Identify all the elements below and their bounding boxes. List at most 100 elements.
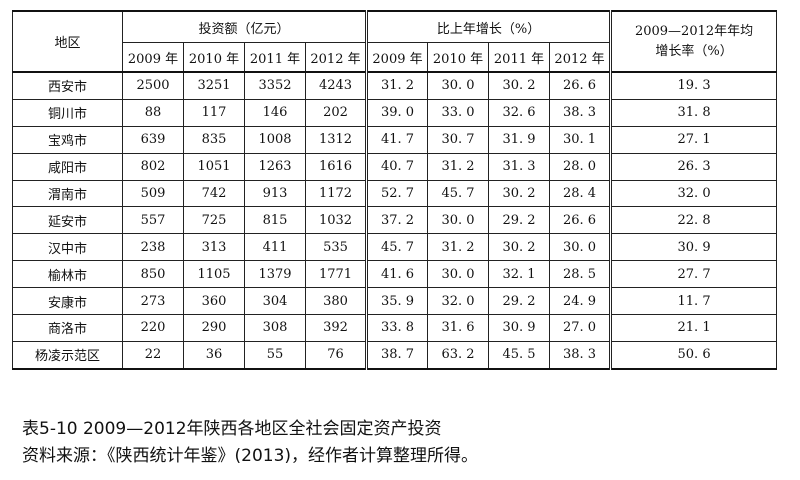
cell-growth: 33. 0 (427, 98, 490, 127)
cell-growth: 31. 2 (427, 152, 490, 181)
cell-investment: 220 (122, 314, 184, 342)
table-header: 地区 投资额（亿元） 比上年增长（%） 2009—2012年年均 增长率（%） … (12, 10, 778, 73)
table-row: 杨凌示范区 22 36 55 76 38. 7 63. 2 45. 5 38. 3 50. 6 (12, 340, 778, 370)
cell-growth: 30. 2 (488, 233, 551, 262)
cell-investment: 850 (122, 260, 184, 289)
cell-avg-growth: 19. 3 (609, 71, 778, 100)
header-growth-year: 2012 年 (549, 42, 612, 73)
cell-growth: 27. 0 (549, 314, 612, 342)
table-row: 延安市 557 725 815 1032 37. 2 30. 0 29. 2 26. 6 22. … (12, 206, 778, 235)
cell-region: 渭南市 (12, 179, 123, 208)
cell-avg-growth: 22. 8 (609, 206, 778, 235)
cell-investment: 725 (183, 206, 245, 235)
cell-growth: 28. 0 (549, 152, 612, 181)
cell-investment: 1771 (304, 260, 368, 289)
cell-growth: 26. 6 (549, 206, 612, 235)
table-row: 宝鸡市 639 835 1008 1312 41. 7 30. 7 31. 9 30. 1 27.… (12, 125, 778, 154)
header-avg-growth: 2009—2012年年均 增长率（%） (609, 10, 778, 73)
cell-investment: 380 (304, 287, 368, 316)
table-row: 咸阳市 802 1051 1263 1616 40. 7 31. 2 31. 3 28. 0 26… (12, 152, 778, 181)
cell-investment: 313 (183, 233, 245, 262)
header-investment-year: 2010 年 (183, 42, 245, 73)
cell-investment: 509 (122, 179, 184, 208)
cell-growth: 32. 0 (427, 287, 490, 316)
header-growth-year: 2009 年 (365, 42, 429, 73)
cell-growth: 31. 3 (488, 152, 551, 181)
cell-avg-growth: 27. 7 (609, 260, 778, 289)
table-row: 榆林市 850 1105 1379 1771 41. 6 30. 0 32. 1 28. 5 27… (12, 260, 778, 289)
cell-growth: 63. 2 (427, 340, 490, 370)
header-investment: 投资额（亿元） (121, 10, 368, 43)
cell-investment: 308 (244, 314, 306, 342)
cell-investment: 2500 (122, 71, 184, 100)
year-header-row: 2009 年 2010 年 2011 年 2012 年 2009 年 2010 年 2011… (13, 42, 777, 73)
cell-growth: 31. 2 (427, 233, 490, 262)
cell-growth: 30. 0 (427, 260, 490, 289)
header-growth-year: 2010 年 (427, 42, 490, 73)
caption-source: 资料来源：《陕西统计年鉴》(2013)，经作者计算整理所得。 (22, 446, 479, 466)
cell-investment: 88 (122, 98, 184, 127)
cell-growth: 38. 7 (365, 340, 429, 370)
cell-growth: 31. 2 (365, 71, 429, 100)
cell-investment: 55 (244, 340, 306, 370)
cell-investment: 1263 (244, 152, 306, 181)
cell-investment: 392 (304, 314, 368, 342)
header-growth-year: 2011 年 (488, 42, 551, 73)
table-caption: 表5-10 2009—2012年陕西各地区全社会固定资产投资 资料来源：《陕西统… (22, 416, 478, 470)
cell-avg-growth: 30. 9 (609, 233, 778, 262)
cell-avg-growth: 32. 0 (609, 179, 778, 208)
cell-growth: 30. 1 (549, 125, 612, 154)
cell-avg-growth: 27. 1 (609, 125, 778, 154)
cell-growth: 41. 6 (365, 260, 429, 289)
cell-growth: 30. 0 (427, 71, 490, 100)
cell-avg-growth: 11. 7 (609, 287, 778, 316)
cell-region: 商洛市 (12, 314, 123, 342)
cell-growth: 33. 8 (365, 314, 429, 342)
header-investment-year: 2009 年 (122, 42, 184, 73)
cell-region: 西安市 (12, 71, 123, 100)
cell-growth: 31. 9 (488, 125, 551, 154)
cell-region: 杨凌示范区 (12, 340, 123, 370)
cell-investment: 1051 (183, 152, 245, 181)
cell-growth: 24. 9 (549, 287, 612, 316)
cell-investment: 1172 (304, 179, 368, 208)
cell-growth: 35. 9 (365, 287, 429, 316)
cell-investment: 1312 (304, 125, 368, 154)
cell-investment: 815 (244, 206, 306, 235)
cell-growth: 40. 7 (365, 152, 429, 181)
cell-investment: 1008 (244, 125, 306, 154)
cell-growth: 45. 7 (427, 179, 490, 208)
table-row: 安康市 273 360 304 380 35. 9 32. 0 29. 2 24. 9 11. 7 (12, 287, 778, 316)
cell-growth: 30. 9 (488, 314, 551, 342)
header-investment-year: 2012 年 (304, 42, 368, 73)
cell-investment: 1032 (304, 206, 368, 235)
cell-growth: 26. 6 (549, 71, 612, 100)
cell-region: 榆林市 (12, 260, 123, 289)
cell-growth: 38. 3 (549, 340, 612, 370)
cell-investment: 1616 (304, 152, 368, 181)
cell-investment: 1379 (244, 260, 306, 289)
cell-growth: 30. 0 (427, 206, 490, 235)
cell-region: 宝鸡市 (12, 125, 123, 154)
cell-investment: 535 (304, 233, 368, 262)
cell-investment: 1105 (183, 260, 245, 289)
cell-investment: 557 (122, 206, 184, 235)
cell-growth: 31. 6 (427, 314, 490, 342)
cell-growth: 45. 7 (365, 233, 429, 262)
cell-investment: 36 (183, 340, 245, 370)
table-row: 汉中市 238 313 411 535 45. 7 31. 2 30. 2 30. 0 30. 9 (12, 233, 778, 262)
cell-region: 延安市 (12, 206, 123, 235)
cell-investment: 117 (183, 98, 245, 127)
cell-avg-growth: 26. 3 (609, 152, 778, 181)
cell-investment: 411 (244, 233, 306, 262)
cell-avg-growth: 50. 6 (609, 340, 778, 370)
cell-growth: 28. 5 (549, 260, 612, 289)
table-row: 渭南市 509 742 913 1172 52. 7 45. 7 30. 2 28. 4 32. … (12, 179, 778, 208)
header-growth: 比上年增长（%） (365, 10, 612, 43)
cell-investment: 4243 (304, 71, 368, 100)
cell-investment: 146 (244, 98, 306, 127)
cell-investment: 22 (122, 340, 184, 370)
cell-avg-growth: 21. 1 (609, 314, 778, 342)
